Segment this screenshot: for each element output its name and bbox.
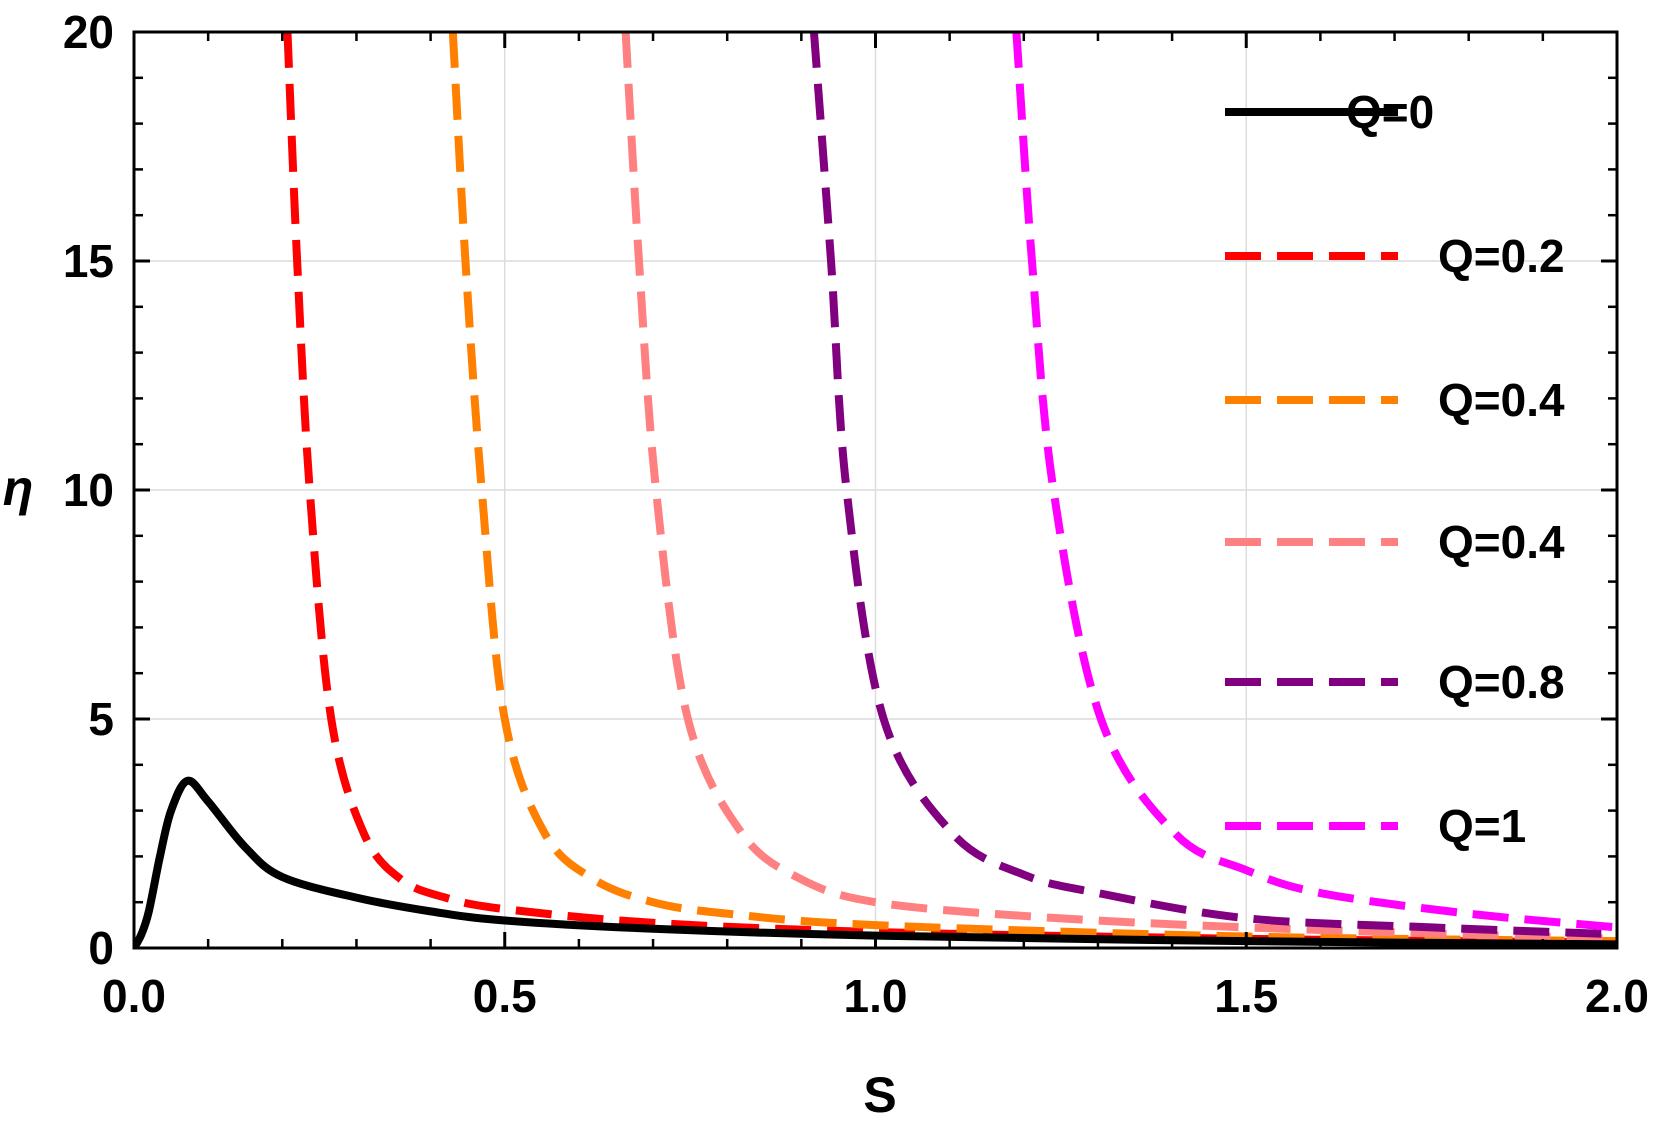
series-line-3 xyxy=(621,32,1617,943)
tick-labels: 0.0 0.5 1.0 1.5 2.0 0 5 10 15 20 xyxy=(63,6,1649,1022)
x-tick-label: 2.0 xyxy=(1585,970,1649,1022)
grid xyxy=(134,32,1617,948)
legend: Q=0 Q=0.2 Q=0.4 Q=0.4 Q=0.8 Q=1 xyxy=(1225,86,1565,852)
legend-label-5: Q=1 xyxy=(1438,800,1526,852)
series-group xyxy=(134,32,1617,948)
series-line-4 xyxy=(809,32,1617,939)
legend-label-3: Q=0.4 xyxy=(1438,516,1565,568)
y-tick-label: 5 xyxy=(88,693,114,745)
legend-label-1: Q=0.2 xyxy=(1438,230,1565,282)
y-axis-title: η xyxy=(3,460,34,516)
legend-label-0: Q=0 xyxy=(1346,86,1434,138)
series-line-0 xyxy=(134,776,1617,948)
x-tick-label: 0.5 xyxy=(473,970,537,1022)
x-tick-label: 0.0 xyxy=(102,970,166,1022)
series-line-1 xyxy=(283,32,1617,947)
series-line-2 xyxy=(448,32,1617,946)
x-axis-title: S xyxy=(863,1067,896,1123)
legend-label-4: Q=0.8 xyxy=(1438,656,1565,708)
y-tick-label: 10 xyxy=(63,464,114,516)
y-tick-label: 15 xyxy=(63,235,114,287)
y-tick-label: 0 xyxy=(88,922,114,974)
x-tick-label: 1.5 xyxy=(1214,970,1278,1022)
legend-label-2: Q=0.4 xyxy=(1438,374,1565,426)
x-tick-label: 1.0 xyxy=(844,970,908,1022)
y-tick-label: 20 xyxy=(63,6,114,58)
series-line-5 xyxy=(1012,32,1617,932)
ticks xyxy=(132,30,1619,950)
